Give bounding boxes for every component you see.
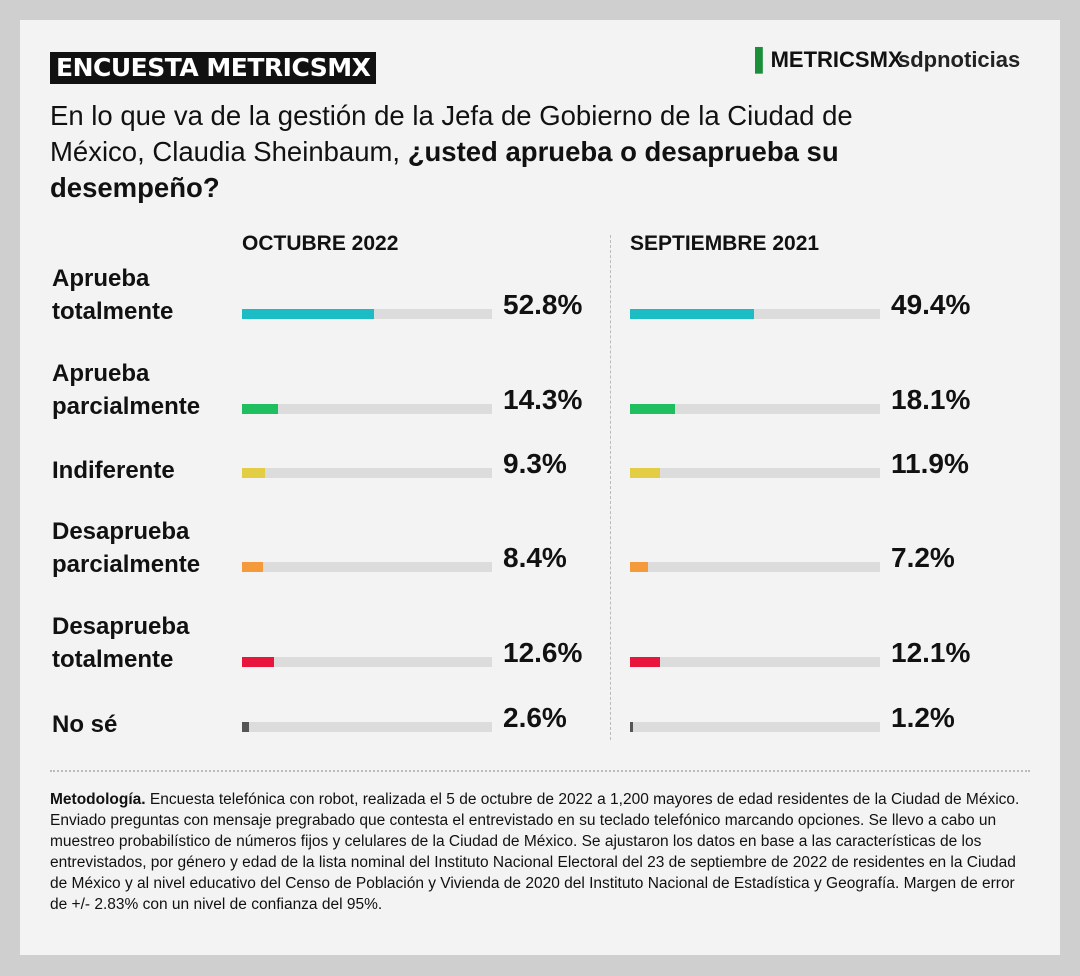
category-label: Desaprueba parcialmente	[52, 518, 201, 578]
bar-track	[242, 562, 492, 572]
bar	[242, 562, 263, 572]
bar-track	[242, 722, 492, 732]
value-label: 12.1%	[891, 637, 971, 668]
bar-track	[630, 562, 880, 572]
bar	[630, 722, 633, 732]
bar	[242, 309, 374, 319]
column-title: OCTUBRE 2022	[242, 232, 399, 255]
logo-metricsmx: ▌METRICSMX	[755, 47, 903, 72]
value-label: 14.3%	[503, 384, 583, 415]
value-label: 12.6%	[503, 637, 583, 668]
question-bold: ¿usted aprueba o desaprueba su desempeño…	[50, 136, 839, 203]
badge: ENCUESTA METRICSMX	[50, 52, 377, 84]
value-label: 7.2%	[891, 542, 955, 573]
column-title: SEPTIEMBRE 2021	[630, 232, 820, 255]
bar	[630, 404, 676, 414]
bar	[630, 468, 660, 478]
bar-track	[630, 468, 880, 478]
methodology: Metodología. Encuesta telefónica con rob…	[50, 789, 1035, 915]
value-label: 8.4%	[503, 542, 567, 573]
value-label: 9.3%	[503, 448, 567, 479]
category-label: Indiferente	[52, 457, 175, 484]
bar	[242, 404, 278, 414]
bar-track	[630, 404, 880, 414]
divider	[610, 235, 611, 740]
bar-track	[630, 657, 880, 667]
bar	[630, 657, 661, 667]
methodology-text: Encuesta telefónica con robot, realizada…	[50, 791, 1020, 913]
question-text: En lo que va de la gestión de la Jefa de…	[50, 100, 853, 167]
bar-track	[630, 309, 880, 319]
value-label: 52.8%	[503, 289, 583, 320]
category-label: No sé	[52, 711, 118, 738]
bar	[242, 722, 249, 732]
bar	[630, 562, 648, 572]
value-label: 18.1%	[891, 384, 971, 415]
value-label: 49.4%	[891, 289, 971, 320]
category-label: Aprueba totalmente	[52, 265, 174, 325]
methodology-label: Metodología.	[50, 791, 146, 808]
category-label: Desaprueba totalmente	[52, 613, 190, 673]
logo-sdp: sdpnoticias	[898, 47, 1021, 72]
bar-track	[242, 404, 492, 414]
logo-text: METRICSMX	[770, 47, 903, 72]
card	[20, 20, 1060, 955]
bar-track	[630, 722, 880, 732]
category-label: Aprueba parcialmente	[52, 360, 201, 420]
bar	[242, 468, 266, 478]
divider	[50, 770, 1030, 772]
bar	[630, 309, 754, 319]
bar-track	[242, 657, 492, 667]
bar	[242, 657, 274, 667]
value-label: 2.6%	[503, 702, 567, 733]
bar-track	[242, 468, 492, 478]
question: En lo que va de la gestión de la Jefa de…	[50, 98, 920, 206]
value-label: 11.9%	[891, 448, 969, 479]
value-label: 1.2%	[891, 702, 955, 733]
